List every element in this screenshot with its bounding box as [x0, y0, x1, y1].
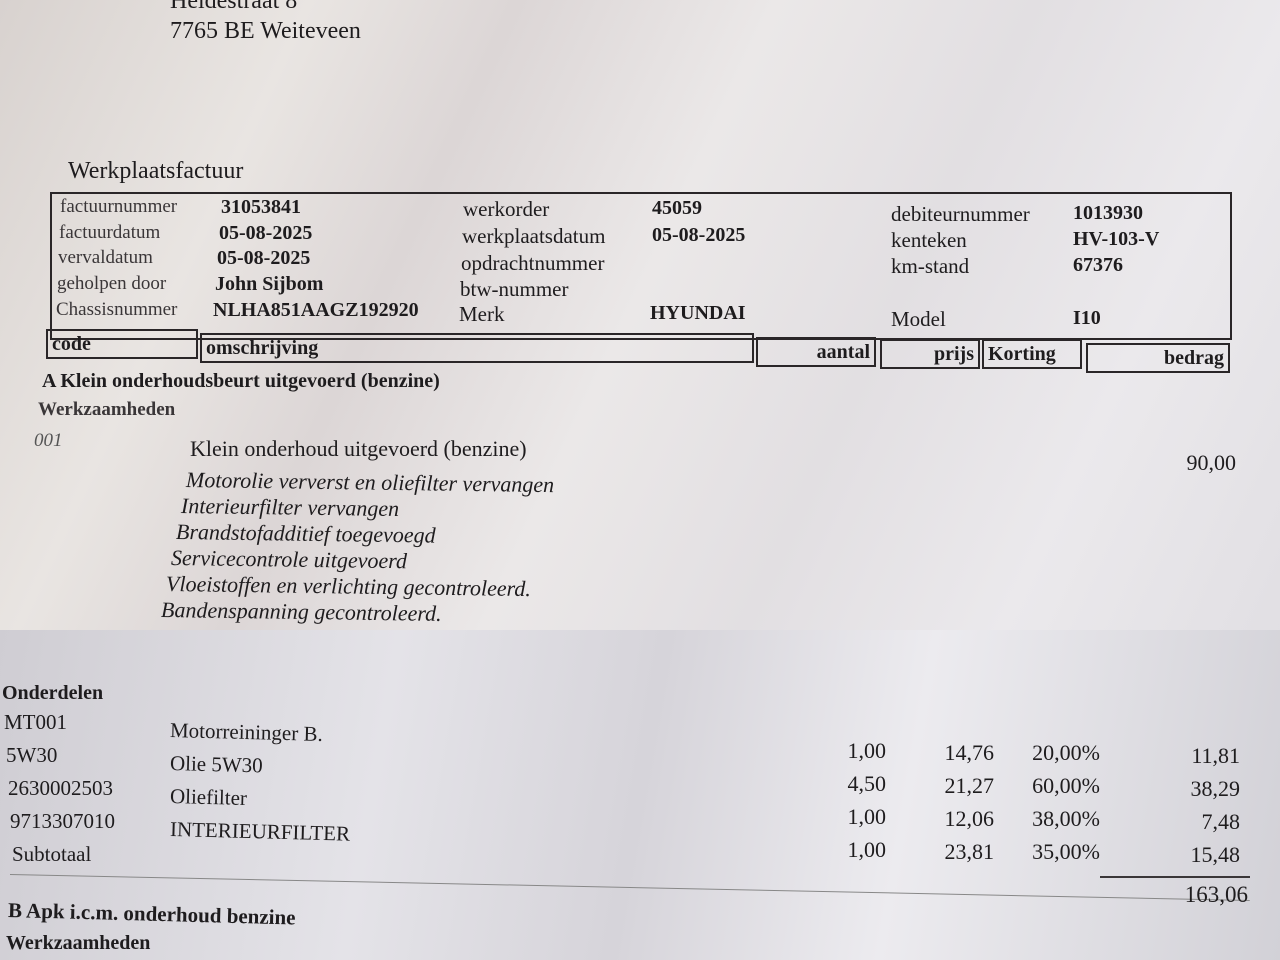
part-bedrag: 15,48: [1190, 842, 1241, 867]
header-korting: Korting: [982, 339, 1082, 369]
part-code: MT001: [4, 710, 67, 734]
page-shadow: [0, 630, 1280, 960]
info-label: Merk: [459, 302, 505, 326]
part-bedrag: 11,81: [1191, 743, 1240, 768]
total-rule: [1100, 876, 1250, 878]
info-value: NLHA851AAGZ192920: [213, 299, 419, 321]
info-label: km-stand: [891, 254, 970, 278]
part-prijs: 23,81: [944, 839, 995, 864]
parts-total: 163,06: [1184, 882, 1248, 907]
header-aantal: aantal: [756, 337, 876, 367]
info-label: werkorder: [463, 197, 550, 221]
part-aantal: 4,50: [847, 771, 887, 796]
section-a-werkzaamheden: Werkzaamheden: [38, 399, 176, 420]
info-value: 67376: [1073, 254, 1123, 276]
section-a-description: Klein onderhoud uitgevoerd (benzine): [190, 436, 527, 461]
info-value: 05-08-2025: [217, 247, 311, 269]
part-prijs: 21,27: [944, 773, 995, 798]
header-prijs: prijs: [880, 339, 980, 369]
info-value: 45059: [652, 197, 702, 219]
info-value: 05-08-2025: [219, 222, 313, 244]
section-a-amount: 90,00: [1186, 450, 1237, 475]
part-korting: 60,00%: [1032, 773, 1100, 798]
info-label: opdrachtnummer: [461, 251, 605, 275]
part-description: Oliefilter: [169, 784, 248, 811]
info-label: vervaldatum: [58, 247, 153, 268]
info-value: 31053841: [221, 196, 301, 218]
header-code: code: [46, 329, 198, 359]
info-value: HYUNDAI: [650, 302, 746, 324]
part-description: Olie 5W30: [169, 751, 264, 778]
info-label: kenteken: [891, 228, 967, 252]
part-korting: 38,00%: [1032, 806, 1100, 831]
info-label: geholpen door: [57, 273, 167, 294]
part-code: 5W30: [6, 743, 58, 767]
info-label: werkplaatsdatum: [462, 224, 606, 248]
detail-line: Brandstofadditief toegevoegd: [175, 519, 436, 548]
section-a-title: A Klein onderhoudsbeurt uitgevoerd (benz…: [42, 370, 440, 392]
part-aantal: 1,00: [847, 738, 887, 763]
part-aantal: 1,00: [847, 837, 887, 862]
part-korting: 20,00%: [1032, 740, 1100, 765]
part-code: 9713307010: [10, 809, 115, 833]
document-title: Werkplaatsfactuur: [68, 158, 244, 184]
info-value: 1013930: [1073, 202, 1143, 224]
part-prijs: 12,06: [944, 806, 995, 831]
header-omschrijving: omschrijving: [200, 333, 754, 363]
info-label: Model: [891, 307, 946, 331]
detail-line: Servicecontrole uitgevoerd: [170, 545, 408, 574]
info-label: factuurdatum: [59, 222, 161, 243]
address-street: Heidestraat 8: [170, 0, 298, 14]
info-label: Chassisnummer: [56, 299, 178, 320]
part-prijs: 14,76: [944, 740, 995, 765]
info-value: John Sijbom: [215, 273, 324, 295]
part-code: 2630002503: [8, 776, 113, 800]
info-label: btw-nummer: [460, 277, 569, 301]
part-aantal: 1,00: [847, 804, 887, 829]
part-description: Motorreininger B.: [169, 718, 324, 746]
info-label: debiteurnummer: [891, 202, 1030, 226]
info-value: 05-08-2025: [652, 224, 746, 246]
part-bedrag: 7,48: [1201, 809, 1241, 834]
info-value: HV-103-V: [1073, 228, 1160, 250]
address-city: 7765 BE Weiteveen: [170, 18, 361, 44]
part-code: Subtotaal: [12, 842, 92, 866]
section-b-werkzaamheden: Werkzaamheden: [6, 932, 151, 954]
info-label: factuurnummer: [60, 196, 178, 217]
info-value: I10: [1073, 307, 1101, 329]
header-bedrag: bedrag: [1086, 343, 1230, 373]
part-description: INTERIEURFILTER: [169, 817, 351, 846]
detail-line: Bandenspanning gecontroleerd.: [160, 597, 442, 626]
info-box: [50, 192, 1232, 340]
section-a-code: 001: [34, 430, 63, 451]
onderdelen-title: Onderdelen: [2, 682, 104, 704]
detail-line: Interieurfilter vervangen: [180, 493, 400, 522]
part-bedrag: 38,29: [1190, 776, 1241, 801]
part-korting: 35,00%: [1032, 839, 1100, 864]
